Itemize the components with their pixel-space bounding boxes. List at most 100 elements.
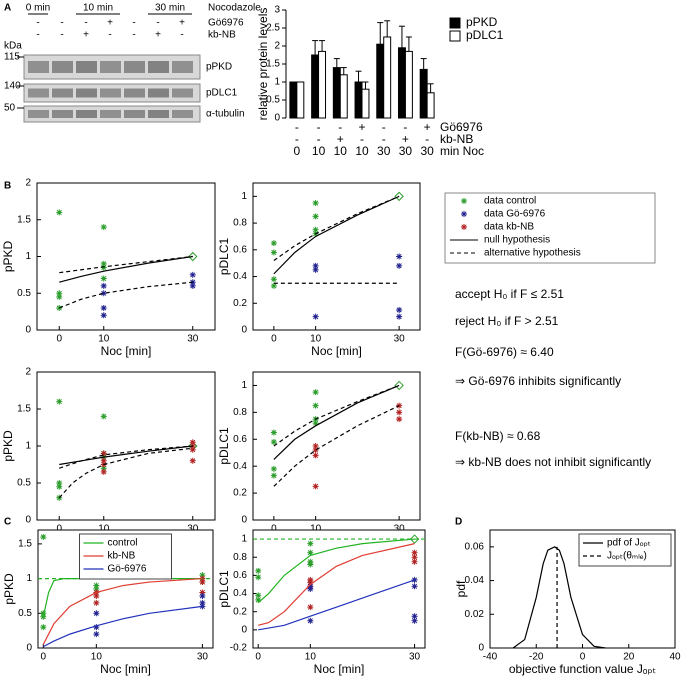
point <box>40 613 47 620</box>
y-tick-label: 1.5 <box>17 404 31 415</box>
condition: - <box>36 30 39 41</box>
point <box>188 251 198 262</box>
x-tick-label: 0 <box>41 652 47 663</box>
point <box>312 452 319 459</box>
point <box>199 603 206 610</box>
x-tick-label: 10 <box>305 652 317 663</box>
point <box>93 582 100 589</box>
y-tick-label: 0 <box>26 643 32 654</box>
blot-band <box>76 110 97 118</box>
y-tick-label: 0.2 <box>233 298 247 309</box>
kda-label: 115 <box>4 52 20 63</box>
point <box>411 576 418 583</box>
line <box>59 281 193 309</box>
point <box>312 389 319 396</box>
point <box>100 290 107 297</box>
y-tick-label: 0.5 <box>18 608 32 619</box>
x-tick-label: 20 <box>623 652 635 663</box>
line <box>273 195 400 261</box>
x-axis-label: objective function value Jₒₚₜ <box>509 662 656 676</box>
point <box>307 540 314 547</box>
kda-label: 140 <box>4 81 21 92</box>
line <box>258 543 415 626</box>
point <box>312 443 319 449</box>
y-tick-label: 0.4 <box>233 588 247 599</box>
point <box>270 465 277 472</box>
bar <box>397 47 406 119</box>
point <box>56 398 63 405</box>
condition: - <box>295 132 299 146</box>
point <box>93 610 100 617</box>
y-tick-label: 0 <box>25 515 31 526</box>
point <box>100 465 107 472</box>
blot-band <box>172 61 193 73</box>
point <box>270 282 277 289</box>
bar <box>354 81 363 119</box>
point <box>189 446 196 453</box>
point <box>93 592 100 599</box>
condition: + <box>402 132 409 146</box>
condition: - <box>108 30 111 41</box>
y-axis-label: pPKD <box>2 573 16 605</box>
y-tick-label: 1.5 <box>17 214 31 225</box>
bar <box>383 36 392 119</box>
y-tick-label: 0 <box>241 515 247 526</box>
condition: - <box>403 120 407 134</box>
x-axis-label: Noc [min] <box>314 662 365 676</box>
condition: + <box>424 120 431 134</box>
point <box>396 409 403 416</box>
point <box>93 624 100 631</box>
point <box>312 200 319 207</box>
point <box>199 579 206 586</box>
point <box>411 617 418 624</box>
point <box>255 592 262 599</box>
legend-swatch <box>461 198 467 204</box>
bar <box>318 50 327 119</box>
point <box>56 483 63 490</box>
y-tick-label: 1 <box>241 534 247 545</box>
x-tick-label: -20 <box>529 652 544 663</box>
bar <box>426 92 435 119</box>
condition: - <box>317 132 321 146</box>
y-tick-label: 0.02 <box>465 609 485 620</box>
x-axis-label: Noc [min] <box>101 344 152 358</box>
y-tick-label: 0.4 <box>233 271 247 282</box>
point <box>93 631 100 638</box>
x-tick-label: 30 <box>197 652 209 663</box>
bar <box>419 68 428 119</box>
x-tick-label: 30 <box>399 144 413 158</box>
point <box>411 554 418 561</box>
y-tick-label: 1 <box>26 573 32 584</box>
condition: - <box>295 120 299 134</box>
condition: - <box>317 120 321 134</box>
axes-box <box>252 371 421 521</box>
x-tick-label: 30 <box>187 524 199 535</box>
point <box>199 589 206 596</box>
condition: - <box>132 18 135 29</box>
row-label: Gö6976 <box>440 120 483 134</box>
x-tick-label: 30 <box>420 144 434 158</box>
line <box>273 384 400 447</box>
point <box>307 561 314 568</box>
point <box>270 438 277 445</box>
y-tick-label: 0.2 <box>233 488 247 499</box>
point <box>394 191 404 202</box>
x-tick-label: 0 <box>56 334 62 345</box>
condition: - <box>360 132 364 146</box>
bar <box>332 67 341 119</box>
point <box>411 558 418 565</box>
x-tick-label: 10 <box>98 524 110 535</box>
point <box>56 293 63 300</box>
point <box>93 599 100 606</box>
line <box>59 255 193 274</box>
point <box>312 266 319 273</box>
panel-label: A <box>4 3 11 14</box>
y-tick-label: 1.5 <box>266 59 280 70</box>
legend-label: data kb-NB <box>484 222 534 233</box>
point <box>270 429 277 436</box>
y-tick-label: 2 <box>25 367 31 378</box>
blot-band <box>28 88 49 98</box>
condition: - <box>60 30 63 41</box>
point <box>40 610 47 617</box>
point <box>411 583 418 590</box>
